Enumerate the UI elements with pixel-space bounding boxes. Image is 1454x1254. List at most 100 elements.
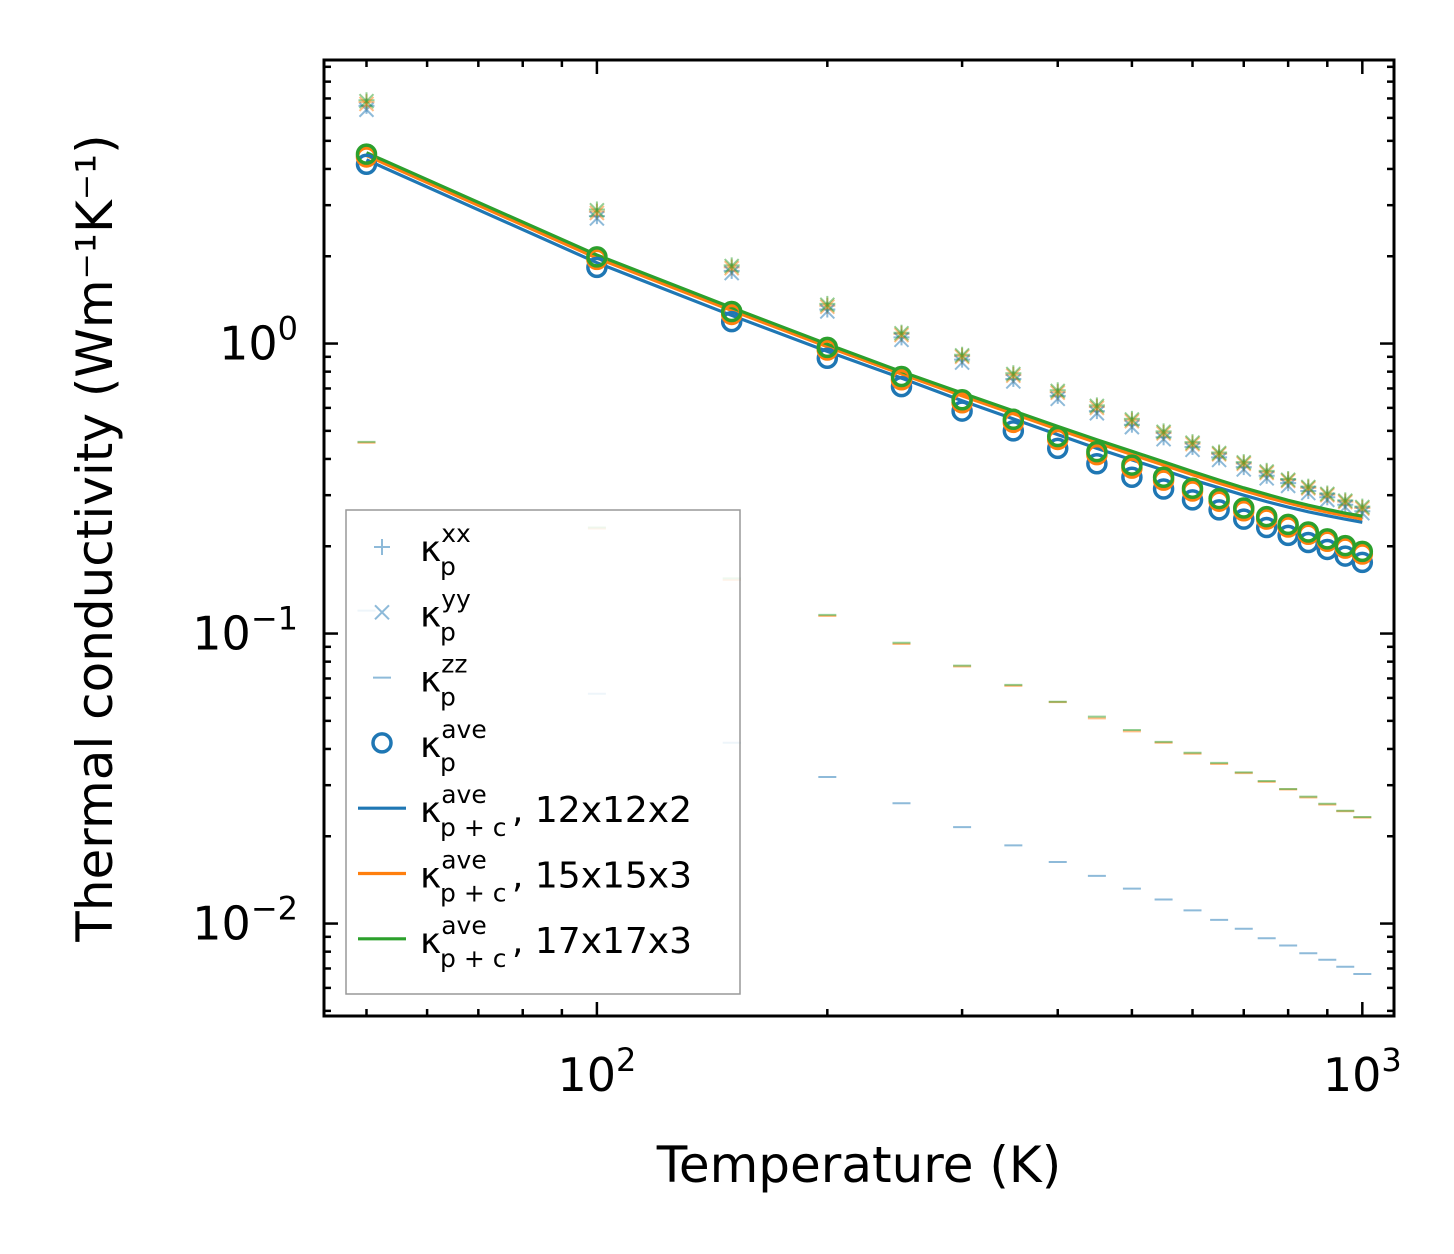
legend-marker-1-b bbox=[374, 604, 390, 621]
point--p-yy-12x12x2-15-b bbox=[1280, 478, 1296, 494]
legend-sup-2: zz bbox=[441, 650, 467, 679]
point--p-yy-12x12x2-8 bbox=[1089, 405, 1105, 421]
point--p-yy-12x12x2-2 bbox=[723, 265, 740, 281]
y-tick-label-1: 10−1 bbox=[192, 600, 298, 661]
legend-sub-3: p bbox=[440, 748, 456, 777]
point--p-yy-12x12x2-2-b bbox=[723, 265, 740, 281]
point--p-yy-15x15x3-3 bbox=[819, 298, 836, 315]
point--p-yy-17x17x3-10 bbox=[1155, 424, 1172, 440]
point--p-yy-17x17x3-1 bbox=[589, 202, 605, 219]
point--p-ave-17x17x3-5 bbox=[951, 389, 973, 411]
point--p-yy-17x17x3-16 bbox=[1300, 479, 1317, 495]
y-tick-base-0: 10 bbox=[219, 317, 278, 371]
legend-suffix-5: , 15x15x3 bbox=[512, 856, 692, 897]
legend-sup-4: ave bbox=[441, 780, 487, 809]
legend-suffix-4: , 12x12x2 bbox=[512, 790, 692, 831]
axes-frame bbox=[322, 58, 1396, 1018]
point--p-yy-15x15x3-6-b bbox=[1005, 367, 1022, 384]
point--p-yy-15x15x3-6 bbox=[1005, 367, 1022, 384]
legend-symbol-4: κ bbox=[420, 790, 441, 831]
point--p-yy-15x15x3-8 bbox=[1089, 400, 1105, 416]
point--p-yy-15x15x3-8-b bbox=[1089, 400, 1105, 416]
legend-sup-5: ave bbox=[441, 846, 487, 875]
point--p-yy-17x17x3-11 bbox=[1184, 435, 1201, 451]
legend-marker-1 bbox=[374, 604, 390, 621]
point--p-ave-17x17x3-1 bbox=[586, 246, 608, 268]
y-tick-label-0: 100 bbox=[219, 310, 298, 371]
point--p-yy-12x12x2-5-b bbox=[954, 354, 970, 371]
point--p-yy-17x17x3-0-b bbox=[358, 93, 375, 109]
point--p-ave-12x12x2-0 bbox=[355, 153, 378, 176]
point--p-yy-17x17x3-5-b bbox=[954, 347, 970, 364]
series-line--p-c-ave-12x12x2 bbox=[365, 158, 1363, 524]
legend-sub-1: p bbox=[440, 617, 456, 646]
point--p-ave-12x12x2-8 bbox=[1086, 453, 1108, 475]
point--p-yy-17x17x3-19 bbox=[1354, 499, 1371, 515]
point--p-yy-12x12x2-10 bbox=[1155, 431, 1172, 447]
point--p-ave-17x17x3-6 bbox=[1002, 408, 1025, 431]
point--p-ave-12x12x2-7 bbox=[1046, 437, 1069, 460]
series--p-yy-17x17x3 bbox=[358, 93, 1371, 515]
point--p-yy-17x17x3-3-b bbox=[819, 297, 836, 313]
point--p-yy-12x12x2-5 bbox=[954, 354, 970, 371]
point--p-ave-17x17x3-14 bbox=[1255, 505, 1278, 528]
point--p-ave-12x12x2-4 bbox=[890, 375, 913, 398]
point--p-yy-17x17x3-12 bbox=[1211, 445, 1227, 461]
point--p-yy-15x15x3-0-b bbox=[358, 96, 375, 112]
point--p-ave-17x17x3-11 bbox=[1181, 477, 1204, 499]
point--p-yy-17x17x3-15 bbox=[1280, 472, 1296, 488]
x-axis-label: Temperature (K) bbox=[656, 1136, 1061, 1194]
point--p-yy-17x17x3-14 bbox=[1258, 463, 1275, 480]
point--p-yy-12x12x2-12-b bbox=[1211, 452, 1227, 468]
point--p-yy-15x15x3-1 bbox=[589, 205, 605, 221]
y-tick-exp-2: −2 bbox=[251, 890, 298, 928]
point--p-yy-15x15x3-3-b bbox=[819, 298, 836, 315]
point--p-yy-15x15x3-9 bbox=[1124, 413, 1140, 429]
point--p-yy-17x17x3-12-b bbox=[1211, 445, 1227, 461]
point--p-yy-15x15x3-9-b bbox=[1124, 413, 1140, 429]
point--p-yy-17x17x3-4 bbox=[893, 325, 910, 341]
point--p-yy-12x12x2-14 bbox=[1258, 470, 1275, 487]
point--p-ave-12x12x2-1 bbox=[586, 256, 608, 279]
point--p-yy-17x17x3-2-b bbox=[723, 258, 740, 274]
point--p-ave-17x17x3-7 bbox=[1046, 425, 1069, 448]
point--p-yy-12x12x2-16 bbox=[1300, 485, 1317, 501]
point--p-yy-17x17x3-8-b bbox=[1089, 398, 1105, 414]
point--p-yy-12x12x2-13-b bbox=[1236, 461, 1252, 478]
point--p-ave-17x17x3-4 bbox=[890, 365, 913, 388]
point--p-ave-12x12x2-2 bbox=[720, 310, 743, 333]
y-tick-base-2: 10 bbox=[192, 897, 251, 951]
point--p-yy-17x17x3-18 bbox=[1337, 493, 1353, 509]
legend-sup-6: ave bbox=[441, 911, 487, 940]
legend-symbol-2: κ bbox=[420, 660, 441, 701]
point--p-yy-12x12x2-16-b bbox=[1300, 485, 1317, 501]
point--p-ave-12x12x2-9 bbox=[1121, 466, 1143, 488]
legend-sub-2: p bbox=[440, 683, 456, 712]
point--p-ave-12x12x2-19 bbox=[1351, 551, 1374, 574]
point--p-yy-12x12x2-9 bbox=[1124, 419, 1140, 435]
legend-label-1: κyy p bbox=[420, 584, 471, 646]
point--p-ave-17x17x3-15 bbox=[1277, 513, 1299, 536]
point--p-yy-15x15x3-2 bbox=[723, 260, 740, 276]
point--p-ave-12x12x2-5 bbox=[951, 400, 973, 422]
point--p-yy-15x15x3-7 bbox=[1050, 384, 1066, 401]
point--p-ave-17x17x3-0 bbox=[355, 143, 378, 165]
point--p-yy-17x17x3-8 bbox=[1089, 398, 1105, 414]
point--p-ave-17x17x3-17 bbox=[1316, 528, 1339, 550]
legend-box bbox=[345, 509, 741, 995]
point--p-ave-17x17x3-12 bbox=[1208, 487, 1230, 510]
point--p-yy-15x15x3-0 bbox=[358, 96, 375, 112]
point--p-ave-12x12x2-13 bbox=[1233, 508, 1255, 530]
point--p-yy-15x15x3-4 bbox=[893, 327, 910, 343]
point--p-ave-12x12x2-11 bbox=[1181, 489, 1204, 511]
legend-label-4: κave p + c, 12x12x2 bbox=[420, 780, 692, 842]
point--p-ave-17x17x3-8 bbox=[1086, 440, 1108, 463]
point--p-yy-17x17x3-7-b bbox=[1050, 383, 1066, 399]
point--p-yy-12x12x2-13 bbox=[1236, 461, 1252, 478]
point--p-yy-12x12x2-7-b bbox=[1050, 391, 1066, 407]
point--p-yy-17x17x3-6 bbox=[1005, 366, 1022, 382]
y-tick-exp-0: 0 bbox=[278, 310, 298, 348]
point--p-yy-17x17x3-1-b bbox=[589, 202, 605, 219]
